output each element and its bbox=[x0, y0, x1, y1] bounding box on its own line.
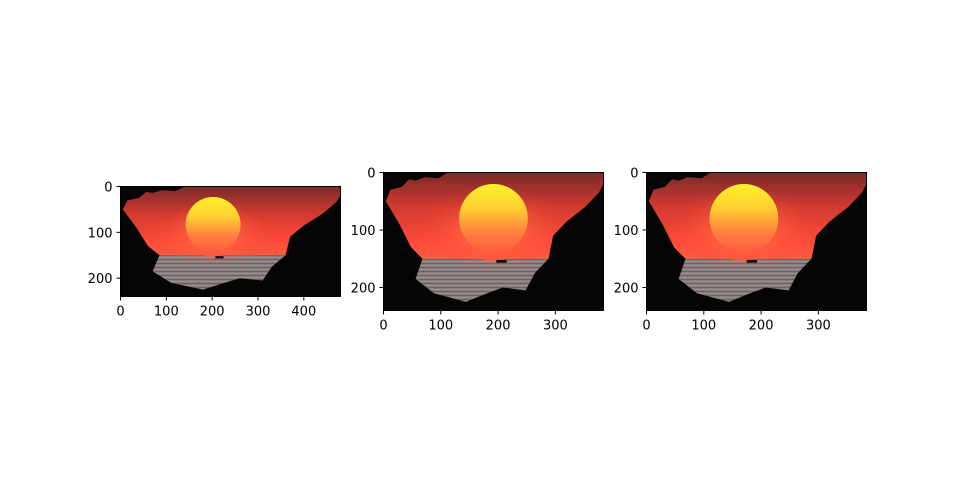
axes-frame bbox=[646, 172, 867, 311]
x-tick-label-4: 300 bbox=[806, 319, 831, 334]
panel-3: 0 100 200 300 0 100 200 bbox=[614, 167, 867, 334]
x-tick-label-5: 400 bbox=[291, 305, 316, 320]
panel-1: 0 100 200 300 400 0 100 200 bbox=[88, 181, 341, 320]
y-tick-label-2: 100 bbox=[351, 224, 376, 239]
x-tick-label-2: 100 bbox=[428, 319, 453, 334]
sunset-image bbox=[646, 172, 867, 311]
panels: 0 100 200 300 400 0 100 200 0 100 200 300 0 100 200 0 10… bbox=[88, 167, 867, 334]
axes-frame bbox=[120, 186, 341, 297]
x-tick-label-4: 300 bbox=[246, 305, 271, 320]
x-tick-label-1: 0 bbox=[642, 319, 650, 334]
x-tick-label-1: 0 bbox=[379, 319, 387, 334]
x-tick-label-1: 0 bbox=[116, 305, 124, 320]
axes-frame bbox=[383, 172, 604, 311]
boat bbox=[746, 259, 758, 263]
tree-branches bbox=[383, 172, 448, 183]
y-tick-label-3: 200 bbox=[614, 282, 639, 297]
x-tick-label-2: 100 bbox=[154, 305, 179, 320]
sun bbox=[459, 184, 528, 253]
y-tick-label-2: 100 bbox=[88, 226, 113, 241]
sun bbox=[709, 184, 779, 253]
rock-silhouette bbox=[646, 172, 867, 311]
y-tick-label-1: 0 bbox=[630, 167, 638, 182]
boat bbox=[496, 259, 507, 263]
sun bbox=[185, 197, 241, 253]
tree-branches bbox=[120, 186, 185, 195]
x-tick-label-3: 200 bbox=[749, 319, 774, 334]
y-tick-label-2: 100 bbox=[614, 224, 639, 239]
y-tick-label-3: 200 bbox=[88, 272, 113, 287]
sun-reflection bbox=[730, 251, 758, 262]
tree-branches bbox=[646, 172, 711, 183]
panel-2: 0 100 200 300 0 100 200 bbox=[351, 167, 604, 334]
x-tick-label-3: 200 bbox=[486, 319, 511, 334]
sun-reflection bbox=[202, 249, 225, 258]
sunset-image bbox=[383, 172, 604, 311]
y-tick-label-3: 200 bbox=[351, 282, 376, 297]
sun-reflection bbox=[479, 251, 508, 262]
x-tick-label-3: 200 bbox=[200, 305, 225, 320]
y-tick-label-1: 0 bbox=[104, 181, 112, 196]
x-tick-label-4: 300 bbox=[543, 319, 568, 334]
sunset-image bbox=[120, 186, 341, 297]
rock-silhouette bbox=[120, 186, 341, 297]
y-tick-label-1: 0 bbox=[367, 167, 375, 182]
boat bbox=[215, 256, 224, 259]
rock-silhouette bbox=[383, 172, 604, 311]
x-tick-label-2: 100 bbox=[691, 319, 716, 334]
